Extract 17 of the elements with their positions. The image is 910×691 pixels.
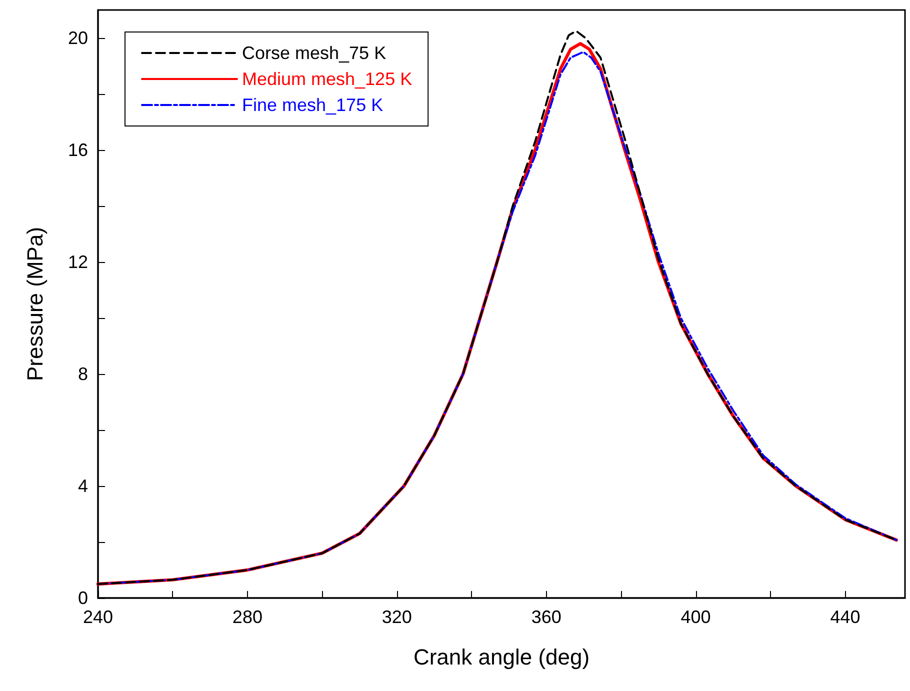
- y-tick-label: 12: [68, 252, 88, 272]
- text: Corse mesh_75 K: [242, 43, 386, 63]
- x-tick-label: 240: [82, 607, 114, 627]
- x-tick-label: 360: [531, 607, 562, 627]
- y-tick-label: 8: [78, 364, 88, 384]
- x-axis-title: Crank angle (deg): [413, 644, 590, 670]
- x-tick-label: 320: [382, 607, 412, 627]
- y-tick-label: 20: [68, 28, 88, 48]
- text: Fine mesh_175 K: [242, 95, 384, 115]
- x-tick-label: 280: [232, 607, 262, 627]
- y-tick-label: 16: [68, 140, 88, 160]
- text: Medium mesh_125 K: [242, 69, 412, 89]
- x-tick-label: 440: [830, 607, 860, 627]
- y-tick-label: 4: [78, 476, 88, 496]
- y-axis-title: Pressure (MPa): [22, 226, 48, 382]
- y-tick-label: 0: [78, 588, 88, 608]
- x-tick-label: 400: [680, 607, 711, 627]
